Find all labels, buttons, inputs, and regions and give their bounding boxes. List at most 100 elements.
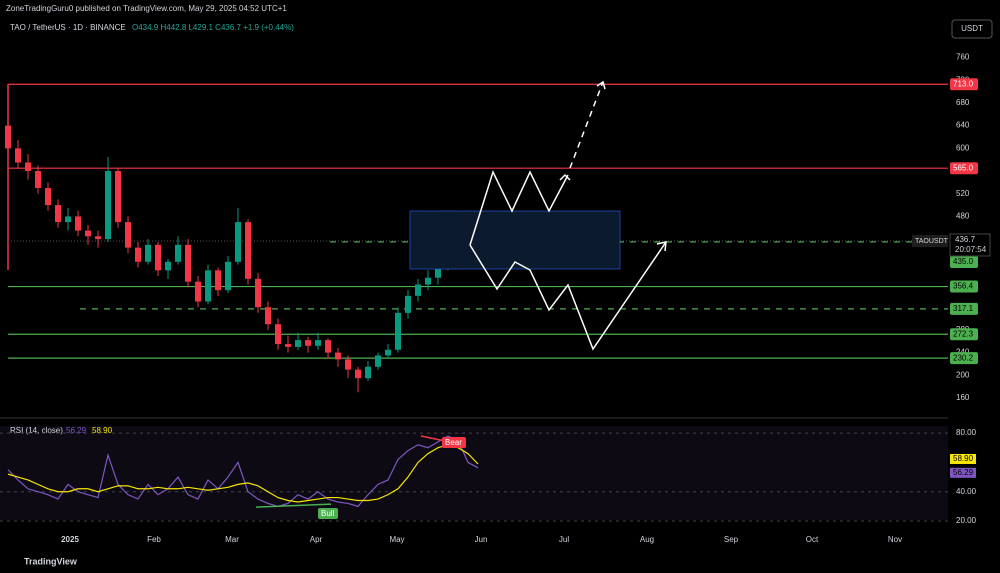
price-label: 565.0 [953,163,974,172]
ticker-bg [912,234,948,247]
price-label: 713.0 [953,79,974,88]
candle-body [45,188,51,206]
candle-body [225,261,231,291]
price-label-bg [950,280,978,293]
candle-body [205,270,211,302]
candle-body [135,247,141,262]
x-tick-label: Nov [888,535,902,544]
candle-body [5,125,11,149]
last-price-label: 436.7 [955,235,976,244]
x-tick-label: 2025 [61,535,79,544]
candle-body [185,244,191,282]
projection-arrows [469,80,667,351]
zone-box [409,210,621,270]
candle-body [165,261,171,271]
candle-body [25,162,31,172]
candle-body [55,205,61,223]
x-tick-label: Feb [147,535,161,544]
rsi-legend: 56.29 [66,426,87,435]
candle-body [65,216,71,223]
candle-body [235,222,241,262]
rsi-value: 58.90 [953,454,974,463]
candle-body [75,216,81,231]
rsi-line [7,444,479,503]
candle-body [345,359,351,370]
y-tick-label: 600 [956,143,970,152]
candle-body [85,230,91,237]
bull-divergence [255,503,332,508]
candle-body [245,222,251,279]
candle-body [105,171,111,240]
rsi-value-bg [950,467,976,478]
bear-tag [442,437,466,448]
price-label: 272.3 [953,329,974,338]
bear-label: Bear [445,438,462,447]
candle-body [335,352,341,360]
rsi-title: RSI (14, close) [10,426,63,435]
price-label: 356.4 [953,282,974,291]
candle-body [145,244,151,262]
rsi-panel-bg [0,426,948,520]
currency-button[interactable] [951,19,993,39]
price-label-bg [950,162,978,175]
y-tick-label: 760 [956,53,970,62]
price-label-bg [950,328,978,341]
x-tick-label: Oct [806,535,819,544]
rsi-tick-label: 80.00 [956,428,977,437]
candle-body [315,340,321,346]
rsi-value: 56.29 [953,468,974,477]
countdown: 20:07:54 [955,245,987,254]
x-tick-label: Apr [310,535,323,544]
candle-body [405,295,411,313]
currency[interactable]: USDT [961,24,983,33]
rsi-line [7,435,479,508]
candle-body [265,307,271,325]
candle-body [305,340,311,346]
candle-body [355,369,361,379]
price-label-bg [950,78,978,91]
candle-body [415,284,421,296]
ticker: TAOUSDT [915,238,949,245]
candle-body [375,355,381,367]
candle-body [115,171,121,223]
y-tick-label: 640 [956,121,970,130]
price-label-bg [950,302,978,315]
x-tick-label: Mar [225,535,239,544]
rsi-tick-label: 40.00 [956,487,977,496]
symbol: TAO / TetherUS · 1D · BINANCE [10,23,126,32]
x-tick-label: Jul [559,535,569,544]
x-tick-label: May [389,535,404,544]
candle-body [325,340,331,353]
candle-body [15,148,21,163]
last-price-bg [949,233,991,257]
candle-body [155,244,161,271]
y-tick-label: 680 [956,98,970,107]
bull-label: Bull [321,509,335,518]
candle-body [255,278,261,308]
x-tick-label: Aug [640,535,654,544]
price-label: 317.1 [953,304,974,313]
candle-body [385,349,391,356]
x-tick-label: Sep [724,535,739,544]
y-tick-label: 520 [956,189,970,198]
price-label: 230.2 [953,353,974,362]
candle-body [295,340,301,347]
ohlc: O434.9 H442.8 L429.1 C436.7 +1.9 (+0.44%… [132,23,294,32]
candle-body [365,366,371,379]
candle-body [95,236,101,240]
price-label: 435.0 [953,257,974,266]
rsi-value-bg [950,454,976,465]
y-tick-label: 480 [956,212,970,221]
candle-body [175,244,181,262]
x-tick-label: Jun [475,535,488,544]
candle-body [425,277,431,285]
candle-body [35,171,41,189]
candle-body [285,344,291,347]
brand: TradingView [24,556,78,566]
candle-body [275,324,281,345]
y-tick-label: 160 [956,393,970,402]
rsi-tick-label: 20.00 [956,516,977,525]
rsi-legend: 58.90 [92,426,113,435]
